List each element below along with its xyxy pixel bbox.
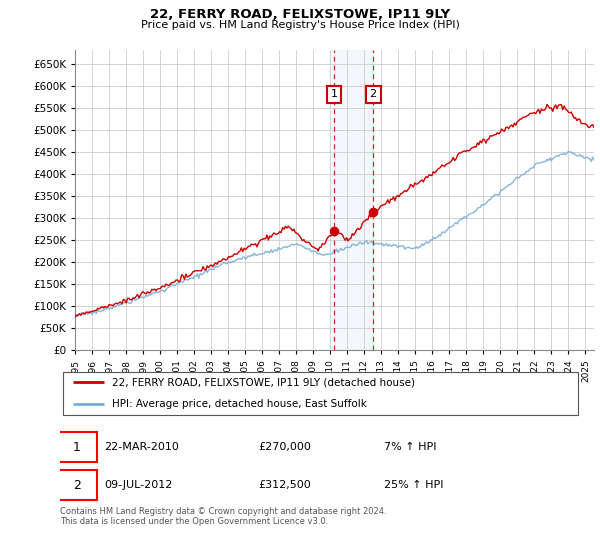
Text: 09-JUL-2012: 09-JUL-2012 xyxy=(104,480,173,490)
Bar xyxy=(334,50,373,350)
Point xyxy=(368,208,378,217)
Text: HPI: Average price, detached house, East Suffolk: HPI: Average price, detached house, East… xyxy=(112,399,367,409)
Text: 25% ↑ HPI: 25% ↑ HPI xyxy=(383,480,443,490)
Text: £270,000: £270,000 xyxy=(259,442,311,452)
FancyBboxPatch shape xyxy=(58,432,97,463)
Text: 2: 2 xyxy=(73,479,80,492)
Text: Price paid vs. HM Land Registry's House Price Index (HPI): Price paid vs. HM Land Registry's House … xyxy=(140,20,460,30)
FancyBboxPatch shape xyxy=(62,372,578,415)
Point xyxy=(329,227,339,236)
Text: 1: 1 xyxy=(73,441,80,454)
FancyBboxPatch shape xyxy=(58,470,97,500)
Text: 22-MAR-2010: 22-MAR-2010 xyxy=(104,442,179,452)
Text: 2: 2 xyxy=(370,90,377,100)
Text: Contains HM Land Registry data © Crown copyright and database right 2024.
This d: Contains HM Land Registry data © Crown c… xyxy=(60,507,386,526)
Text: £312,500: £312,500 xyxy=(259,480,311,490)
Text: 1: 1 xyxy=(331,90,337,100)
Text: 22, FERRY ROAD, FELIXSTOWE, IP11 9LY (detached house): 22, FERRY ROAD, FELIXSTOWE, IP11 9LY (de… xyxy=(112,377,415,388)
Text: 7% ↑ HPI: 7% ↑ HPI xyxy=(383,442,436,452)
Text: 22, FERRY ROAD, FELIXSTOWE, IP11 9LY: 22, FERRY ROAD, FELIXSTOWE, IP11 9LY xyxy=(150,8,450,21)
